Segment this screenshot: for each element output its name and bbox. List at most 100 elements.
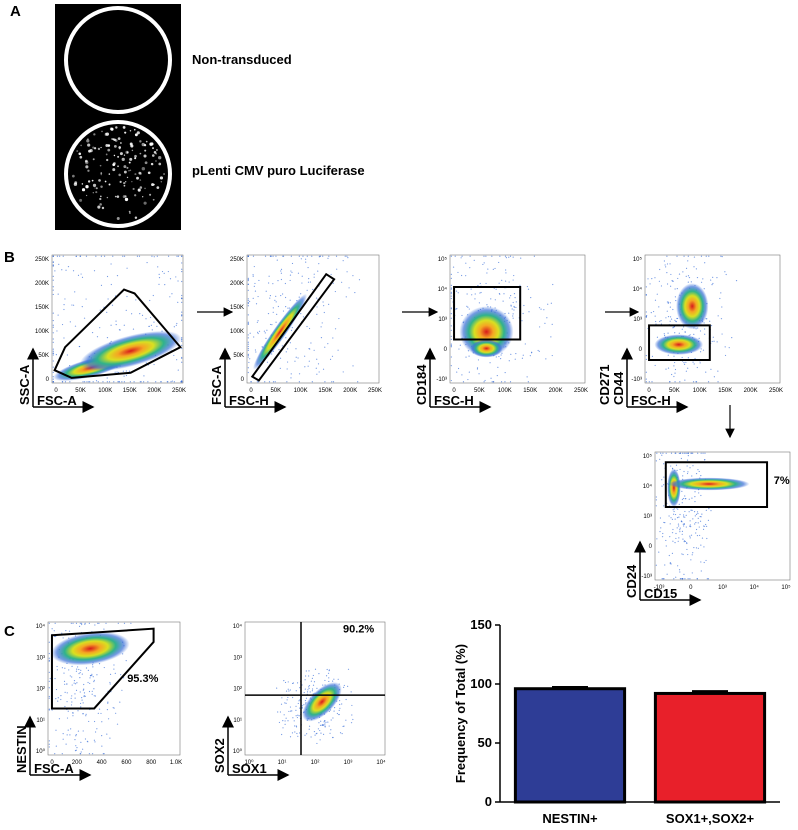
event-dot <box>139 313 141 315</box>
event-dot <box>301 705 303 707</box>
y-tick-label: 150K <box>230 305 244 311</box>
event-dot <box>287 696 289 699</box>
speckle <box>87 180 91 183</box>
event-dot <box>247 337 249 339</box>
event-dot <box>658 280 660 282</box>
event-dot <box>68 669 70 671</box>
event-dot <box>297 272 300 274</box>
event-dot <box>675 576 677 578</box>
event-dot <box>513 309 515 311</box>
event-dot <box>97 712 99 714</box>
event-dot <box>675 299 677 302</box>
event-dot <box>705 559 707 562</box>
event-dot <box>689 537 691 539</box>
speckle <box>155 160 157 162</box>
event-dot <box>693 546 695 549</box>
event-dot <box>674 296 677 298</box>
event-dot <box>264 332 266 334</box>
event-dot <box>48 746 50 748</box>
event-dot <box>673 365 675 367</box>
event-dot <box>52 350 54 352</box>
speckle <box>144 149 147 152</box>
event-dot <box>181 301 183 304</box>
event-dot <box>352 718 354 721</box>
event-dot <box>52 264 54 266</box>
event-dot <box>77 274 80 276</box>
event-dot <box>712 282 714 285</box>
event-dot <box>706 525 708 527</box>
event-dot <box>689 578 691 580</box>
event-dot <box>66 701 68 703</box>
event-dot <box>474 293 476 295</box>
event-dot <box>695 532 697 534</box>
event-dot <box>332 282 334 284</box>
event-dot <box>651 355 654 357</box>
event-dot <box>450 291 452 293</box>
event-dot <box>476 367 479 369</box>
event-dot <box>725 273 727 276</box>
event-dot <box>665 368 667 370</box>
event-dot <box>682 271 684 273</box>
speckle <box>85 194 88 197</box>
event-dot <box>256 321 258 323</box>
event-dot <box>64 298 66 300</box>
event-dot <box>708 255 710 257</box>
x-tick-label: 10³ <box>718 585 727 591</box>
event-dot <box>48 709 50 711</box>
event-dot <box>250 381 252 383</box>
event-dot <box>81 673 83 675</box>
event-dot <box>303 691 305 694</box>
event-dot <box>687 367 689 369</box>
event-dot <box>113 381 115 383</box>
event-dot <box>112 707 114 709</box>
event-dot <box>717 315 719 317</box>
speckle <box>143 201 147 205</box>
event-dot <box>512 279 514 281</box>
event-dot <box>486 272 488 274</box>
event-dot <box>115 712 117 714</box>
event-dot <box>280 703 283 705</box>
speckle <box>134 216 138 219</box>
panel-label: B <box>4 249 15 266</box>
event-dot <box>122 677 125 679</box>
event-dot <box>301 707 304 709</box>
event-dot <box>701 537 704 539</box>
event-dot <box>181 339 183 341</box>
event-dot <box>675 464 678 466</box>
event-dot <box>247 334 249 336</box>
well-label: pLenti CMV puro Luciferase <box>192 163 365 178</box>
event-dot <box>82 748 84 750</box>
density <box>654 334 704 355</box>
event-dot <box>61 753 63 755</box>
event-dot <box>153 321 155 323</box>
event-dot <box>690 526 692 528</box>
x-axis-label: FSC-A <box>34 761 74 776</box>
event-dot <box>676 255 678 257</box>
event-dot <box>102 381 104 383</box>
event-dot <box>323 305 325 307</box>
event-dot <box>97 381 99 383</box>
event-dot <box>89 381 91 383</box>
panel-label: C <box>4 623 15 640</box>
event-dot <box>293 720 295 722</box>
event-dot <box>90 674 92 677</box>
event-dot <box>678 503 680 505</box>
event-dot <box>285 702 287 704</box>
event-dot <box>684 331 686 333</box>
event-dot <box>310 680 312 682</box>
event-dot <box>664 564 666 566</box>
event-dot <box>461 255 463 257</box>
y-tick-label: 0 <box>444 347 448 353</box>
y-axis-label: FSC-A <box>209 365 224 405</box>
event-dot <box>121 689 123 691</box>
speckle <box>120 142 122 144</box>
event-dot <box>342 260 344 262</box>
flow-plot: 0 50K 100K 150K 200K 250K050K100K150K200K250K… <box>17 254 186 413</box>
event-dot <box>171 293 173 295</box>
speckle <box>116 216 120 220</box>
x-tick-label: -10³ <box>654 585 665 591</box>
event-dot <box>699 362 701 364</box>
event-dot <box>705 371 707 373</box>
event-dot <box>55 354 57 356</box>
event-dot <box>74 683 77 685</box>
